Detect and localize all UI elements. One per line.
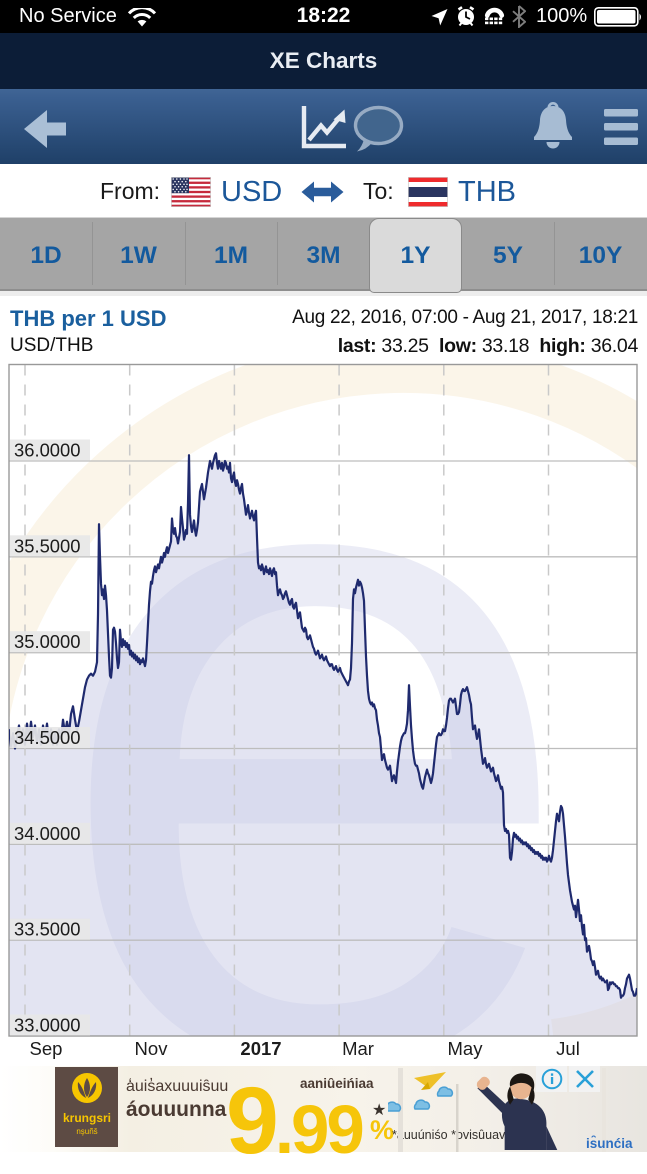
svg-text:33.0000: 33.0000: [14, 1015, 80, 1036]
svg-text:Nov: Nov: [135, 1038, 169, 1059]
svg-text:2017: 2017: [240, 1038, 281, 1059]
svg-text:35.5000: 35.5000: [14, 535, 80, 556]
svg-text:33.5000: 33.5000: [14, 919, 80, 940]
svg-text:36.0000: 36.0000: [14, 440, 80, 461]
svg-text:Sep: Sep: [30, 1038, 63, 1059]
svg-text:nşuñš: nşuñš: [76, 1127, 97, 1136]
svg-text:35.0000: 35.0000: [14, 631, 80, 652]
svg-text:krungsri: krungsri: [63, 1111, 111, 1125]
svg-text:Jul: Jul: [556, 1038, 580, 1059]
svg-text:34.5000: 34.5000: [14, 727, 80, 748]
svg-text:May: May: [448, 1038, 484, 1059]
svg-text:34.0000: 34.0000: [14, 823, 80, 844]
svg-text:Mar: Mar: [342, 1038, 374, 1059]
